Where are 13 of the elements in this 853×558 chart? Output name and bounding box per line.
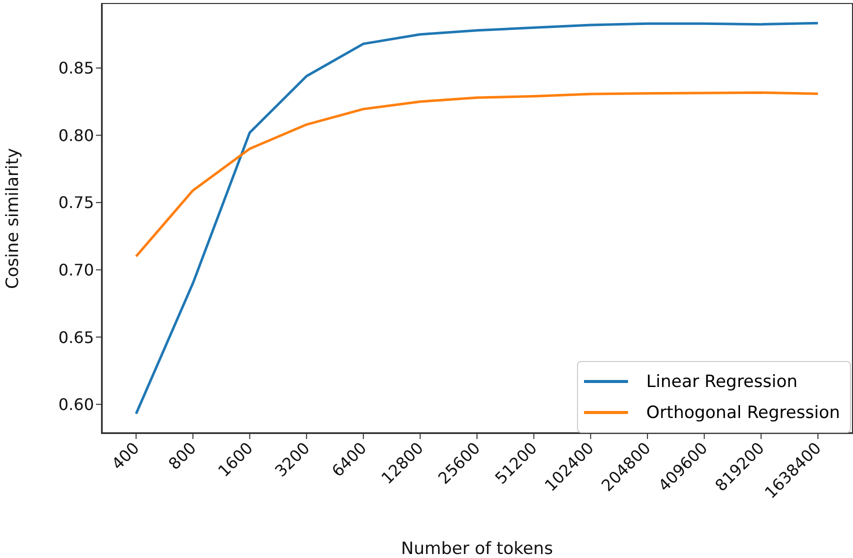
- legend-label: Linear Regression: [646, 372, 798, 392]
- x-tick-label: 400: [108, 438, 143, 474]
- y-tick-label: 0.75: [58, 193, 94, 212]
- y-axis-title: Cosine similarity: [3, 148, 24, 289]
- y-tick-label: 0.60: [58, 395, 94, 414]
- y-tick-label: 0.85: [58, 58, 94, 78]
- line-series: [134, 91, 820, 258]
- y-tick-label: 0.70: [58, 260, 94, 280]
- legend-label: Orthogonal Regression: [646, 402, 840, 422]
- x-tick-label: 800: [164, 438, 200, 474]
- y-tick-label: 0.65: [58, 328, 94, 347]
- x-axis-title: Number of tokens: [401, 539, 554, 558]
- y-tick-label: 0.80: [58, 126, 94, 145]
